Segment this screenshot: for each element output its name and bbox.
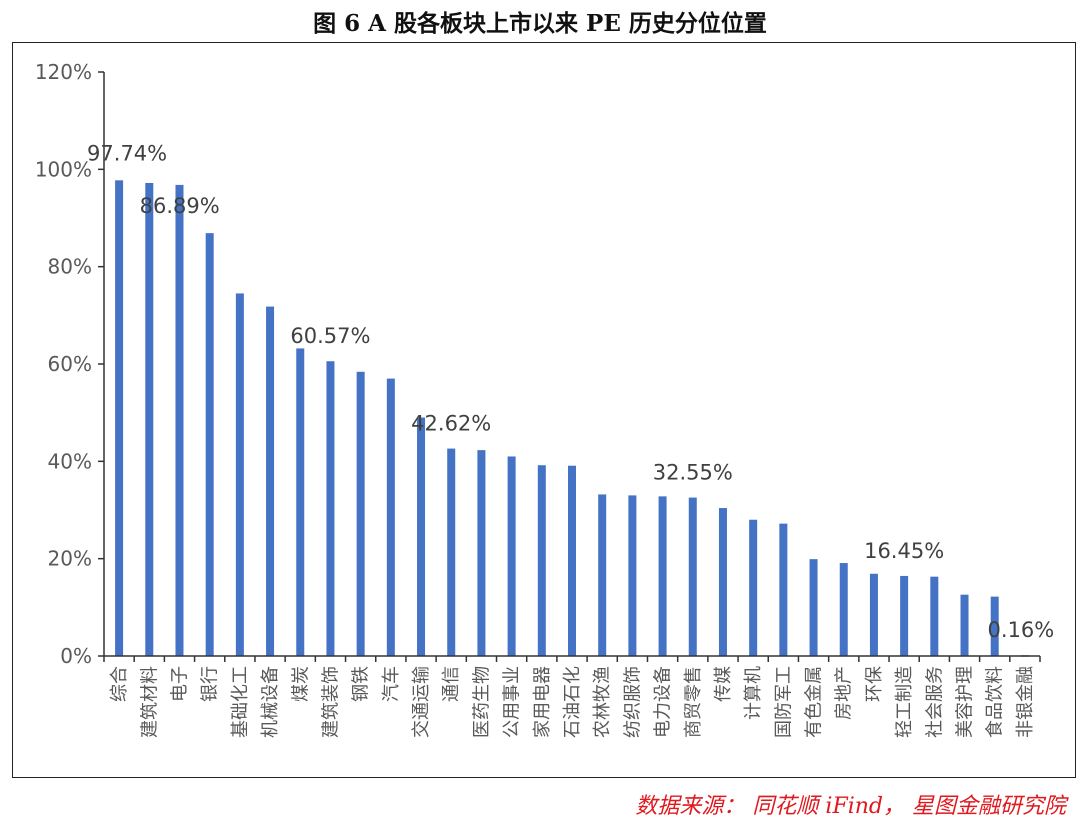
- x-tick-label: 传媒: [713, 666, 734, 702]
- x-tick-label: 家用电器: [532, 666, 553, 738]
- data-label: 97.74%: [87, 141, 167, 165]
- bar: [537, 465, 546, 656]
- x-tick-label: 有色金属: [804, 666, 825, 738]
- bar: [628, 495, 637, 656]
- bar: [507, 456, 516, 656]
- y-tick-label: 120%: [35, 60, 92, 84]
- x-tick-label: 公用事业: [502, 666, 523, 738]
- chart-frame: [12, 42, 1076, 778]
- x-tick-label: 通信: [441, 666, 462, 702]
- x-tick-label: 建筑材料: [139, 666, 160, 738]
- x-tick-label: 计算机: [743, 666, 764, 720]
- bar: [115, 180, 124, 656]
- bar: [839, 563, 848, 656]
- data-label: 60.57%: [290, 324, 370, 348]
- y-tick-label: 60%: [48, 352, 92, 376]
- bar: [960, 594, 969, 656]
- y-tick-label: 80%: [48, 255, 92, 279]
- bar: [386, 378, 395, 656]
- x-tick-label: 钢铁: [351, 666, 372, 702]
- bar: [869, 573, 878, 656]
- x-tick-label: 农林牧渔: [592, 666, 613, 738]
- x-tick-label: 电子: [169, 666, 190, 702]
- bar: [568, 465, 576, 656]
- bar: [900, 575, 909, 656]
- bar: [749, 519, 758, 656]
- bar: [296, 348, 305, 656]
- y-tick-label: 100%: [35, 157, 92, 181]
- bar: [356, 371, 365, 656]
- bar: [990, 596, 999, 656]
- x-tick-label: 美容护理: [955, 666, 976, 738]
- x-tick-label: 石油石化: [562, 666, 583, 738]
- x-tick-label: 国防军工: [773, 666, 794, 738]
- x-tick-label: 非银金融: [1015, 666, 1036, 738]
- bar: [658, 496, 667, 656]
- y-tick-label: 20%: [48, 547, 92, 571]
- x-tick-label: 机械设备: [260, 666, 281, 738]
- y-tick-label: 40%: [48, 449, 92, 473]
- x-tick-label: 基础化工: [230, 666, 251, 738]
- data-label: 0.16%: [988, 618, 1055, 642]
- y-tick-label: 0%: [60, 644, 92, 668]
- x-tick-label: 银行: [200, 666, 221, 702]
- bar: [477, 450, 486, 656]
- bar: [447, 448, 456, 656]
- bar: [266, 306, 275, 656]
- x-tick-label: 环保: [864, 666, 885, 702]
- x-tick-label: 轻工制造: [894, 666, 915, 738]
- bar: [326, 361, 335, 656]
- x-tick-label: 纺织服饰: [622, 666, 643, 738]
- bar: [598, 494, 607, 656]
- x-tick-label: 房地产: [834, 666, 855, 720]
- chart-title: 图 6 A 股各板块上市以来 PE 历史分位位置: [313, 10, 767, 37]
- x-tick-label: 社会服务: [924, 666, 945, 738]
- bar: [718, 508, 727, 656]
- bar: [145, 182, 154, 656]
- x-tick-label: 综合: [109, 666, 130, 702]
- bars-group: [115, 180, 1029, 657]
- data-label: 42.62%: [411, 412, 491, 436]
- bar: [235, 293, 244, 656]
- data-label: 16.45%: [864, 539, 944, 563]
- data-label: 86.89%: [140, 194, 220, 218]
- bar: [930, 576, 939, 656]
- bar: [175, 184, 184, 656]
- x-tick-label: 交通运输: [411, 666, 432, 738]
- x-tick-label: 食品饮料: [985, 666, 1006, 738]
- x-tick-label: 商贸零售: [683, 666, 704, 738]
- bar: [417, 417, 426, 656]
- x-tick-label: 煤炭: [290, 666, 311, 702]
- bar: [688, 497, 697, 656]
- source-note: 数据来源： 同花顺 iFind， 星图金融研究院: [635, 794, 1066, 819]
- bar: [779, 523, 788, 656]
- y-axis: 0% 20% 40% 60% 80% 100% 120%: [35, 60, 105, 668]
- data-label: 32.55%: [653, 461, 733, 485]
- x-tick-label: 建筑装饰: [320, 666, 341, 738]
- x-axis: 综合 建筑材料 电子 银行 基础化工 机械设备 煤炭 建筑装饰 钢铁 汽车 交通运输 通信 医药生物 公用…: [103, 655, 1041, 738]
- x-tick-label: 汽车: [381, 666, 402, 702]
- bar: [205, 233, 214, 657]
- bar: [809, 559, 818, 656]
- data-labels-group: 97.74% 86.89% 60.57% 42.62% 32.55% 16.45% 0.16…: [87, 141, 1054, 642]
- x-tick-label: 电力设备: [653, 666, 674, 738]
- x-tick-label: 医药生物: [471, 666, 492, 738]
